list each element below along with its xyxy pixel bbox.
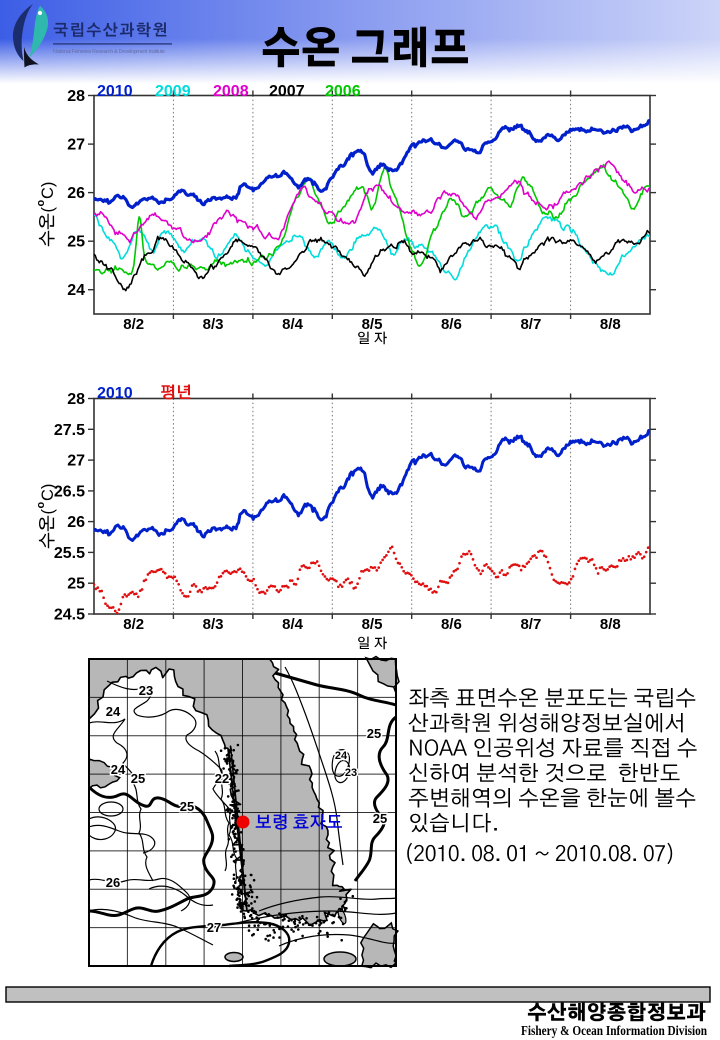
svg-text:8/6: 8/6: [441, 616, 462, 633]
svg-text:25: 25: [67, 576, 85, 593]
svg-text:8/4: 8/4: [282, 316, 304, 333]
svg-text:2006: 2006: [325, 83, 361, 100]
svg-text:26: 26: [67, 185, 85, 202]
svg-text:2007: 2007: [269, 83, 305, 100]
svg-text:8/3: 8/3: [203, 316, 224, 333]
svg-text:(: (: [39, 509, 57, 515]
svg-text:(: (: [39, 207, 57, 213]
svg-text:24: 24: [67, 282, 85, 299]
svg-text:24: 24: [111, 762, 126, 777]
svg-text:25: 25: [131, 771, 145, 786]
svg-text:C): C): [39, 484, 57, 501]
svg-text:24: 24: [106, 704, 121, 719]
svg-text:2009: 2009: [155, 83, 191, 100]
svg-text:8/2: 8/2: [123, 616, 144, 633]
svg-text:25: 25: [367, 726, 381, 741]
svg-text:Fishery & Ocean Information Di: Fishery & Ocean Information Division: [521, 1023, 707, 1038]
svg-text:National Fisheries Research &: National Fisheries Research & Developmen…: [53, 49, 165, 55]
svg-text:8/6: 8/6: [441, 316, 462, 333]
svg-text:22: 22: [215, 771, 229, 786]
svg-text:8/8: 8/8: [600, 316, 621, 333]
svg-text:8/4: 8/4: [282, 616, 304, 633]
svg-text:23: 23: [139, 683, 153, 698]
svg-text:27: 27: [67, 137, 85, 154]
svg-text:24: 24: [335, 750, 348, 762]
svg-text:C): C): [39, 182, 57, 199]
svg-text:26: 26: [106, 875, 120, 890]
svg-text:8/2: 8/2: [123, 316, 144, 333]
svg-text:28: 28: [67, 391, 85, 408]
svg-text:o: o: [35, 502, 47, 509]
svg-text:24.5: 24.5: [54, 607, 85, 624]
svg-text:23: 23: [345, 767, 357, 779]
svg-text:26.5: 26.5: [54, 483, 85, 500]
svg-text:2008: 2008: [213, 83, 249, 100]
svg-text:25: 25: [180, 799, 194, 814]
svg-text:25: 25: [67, 234, 85, 251]
svg-text:8/7: 8/7: [520, 616, 541, 633]
svg-text:o: o: [35, 200, 47, 207]
svg-text:2010: 2010: [97, 83, 133, 100]
svg-text:2010: 2010: [97, 385, 133, 402]
svg-text:25: 25: [373, 811, 387, 826]
svg-text:8/5: 8/5: [362, 616, 383, 633]
svg-text:27: 27: [67, 453, 85, 470]
svg-text:27: 27: [207, 920, 221, 935]
svg-text:8/5: 8/5: [362, 316, 383, 333]
svg-text:27.5: 27.5: [54, 422, 85, 439]
svg-text:8/3: 8/3: [203, 616, 224, 633]
svg-text:8/7: 8/7: [520, 316, 541, 333]
svg-text:8/8: 8/8: [600, 616, 621, 633]
svg-text:26: 26: [67, 514, 85, 531]
svg-text:28: 28: [67, 88, 85, 105]
svg-text:25.5: 25.5: [54, 545, 85, 562]
